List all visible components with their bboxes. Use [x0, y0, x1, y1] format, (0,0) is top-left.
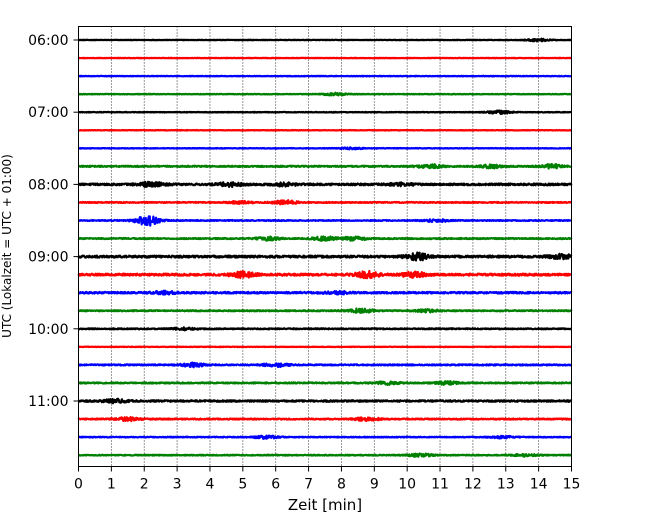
y-tick-label: 11:00 — [28, 394, 68, 410]
y-axis: 06:00 07:00 08:00 09:00 10:00 11:00 — [28, 33, 79, 410]
x-tick-label: 7 — [304, 477, 313, 493]
seismogram-trace — [77, 162, 573, 170]
seismogram-trace — [77, 56, 573, 60]
seismogram-trace — [77, 326, 573, 332]
x-axis-label: Zeit [min] — [288, 496, 362, 514]
seismogram-trace — [77, 397, 573, 405]
seismogram-trace — [77, 109, 573, 115]
seismogram-trace — [77, 235, 573, 242]
x-tick-label: 6 — [271, 477, 280, 493]
seismogram-trace — [77, 74, 573, 78]
x-tick-label: 11 — [431, 477, 449, 493]
seismogram-trace — [77, 146, 573, 151]
seismogram-trace — [77, 269, 573, 280]
y-tick-label: 08:00 — [28, 177, 68, 193]
seismogram-trace — [77, 361, 573, 369]
x-axis: 0 1 2 3 4 5 6 7 8 9 10 11 12 13 14 15 — [74, 466, 581, 493]
y-tick-label: 09:00 — [28, 250, 68, 266]
seismogram-trace — [77, 37, 573, 43]
seismogram-trace — [77, 415, 573, 423]
x-tick-label: 0 — [74, 477, 83, 493]
y-tick-label: 06:00 — [28, 33, 68, 49]
x-tick-label: 12 — [464, 477, 482, 493]
x-tick-label: 2 — [140, 477, 149, 493]
traces — [77, 37, 573, 458]
seismogram-trace — [77, 289, 573, 296]
y-tick-label: 10:00 — [28, 322, 68, 338]
seismogram-trace — [77, 91, 573, 97]
y-tick-label: 07:00 — [28, 105, 68, 121]
x-tick-label: 10 — [398, 477, 416, 493]
x-tick-label: 1 — [107, 477, 116, 493]
x-tick-label: 3 — [173, 477, 182, 493]
x-tick-label: 15 — [563, 477, 581, 493]
seismogram-trace — [77, 128, 573, 132]
x-tick-label: 14 — [530, 477, 548, 493]
x-tick-label: 8 — [337, 477, 346, 493]
seismogram-trace — [77, 345, 573, 349]
seismogram-trace — [77, 380, 573, 386]
seismogram-trace — [77, 215, 573, 227]
seismogram-trace — [77, 452, 573, 458]
seismogram-trace — [77, 434, 573, 440]
y-axis-label: UTC (Lokalzeit = UTC + 01:00) — [0, 154, 14, 338]
x-tick-label: 5 — [238, 477, 247, 493]
x-grid — [110, 26, 540, 467]
x-tick-label: 4 — [206, 477, 215, 493]
seismogram-trace — [77, 199, 573, 206]
x-tick-label: 13 — [497, 477, 515, 493]
seismogram-trace — [77, 307, 573, 314]
seismogram-trace — [77, 180, 573, 189]
x-tick-label: 9 — [370, 477, 379, 493]
seismogram-trace — [77, 251, 573, 262]
plot-frame — [78, 26, 572, 467]
